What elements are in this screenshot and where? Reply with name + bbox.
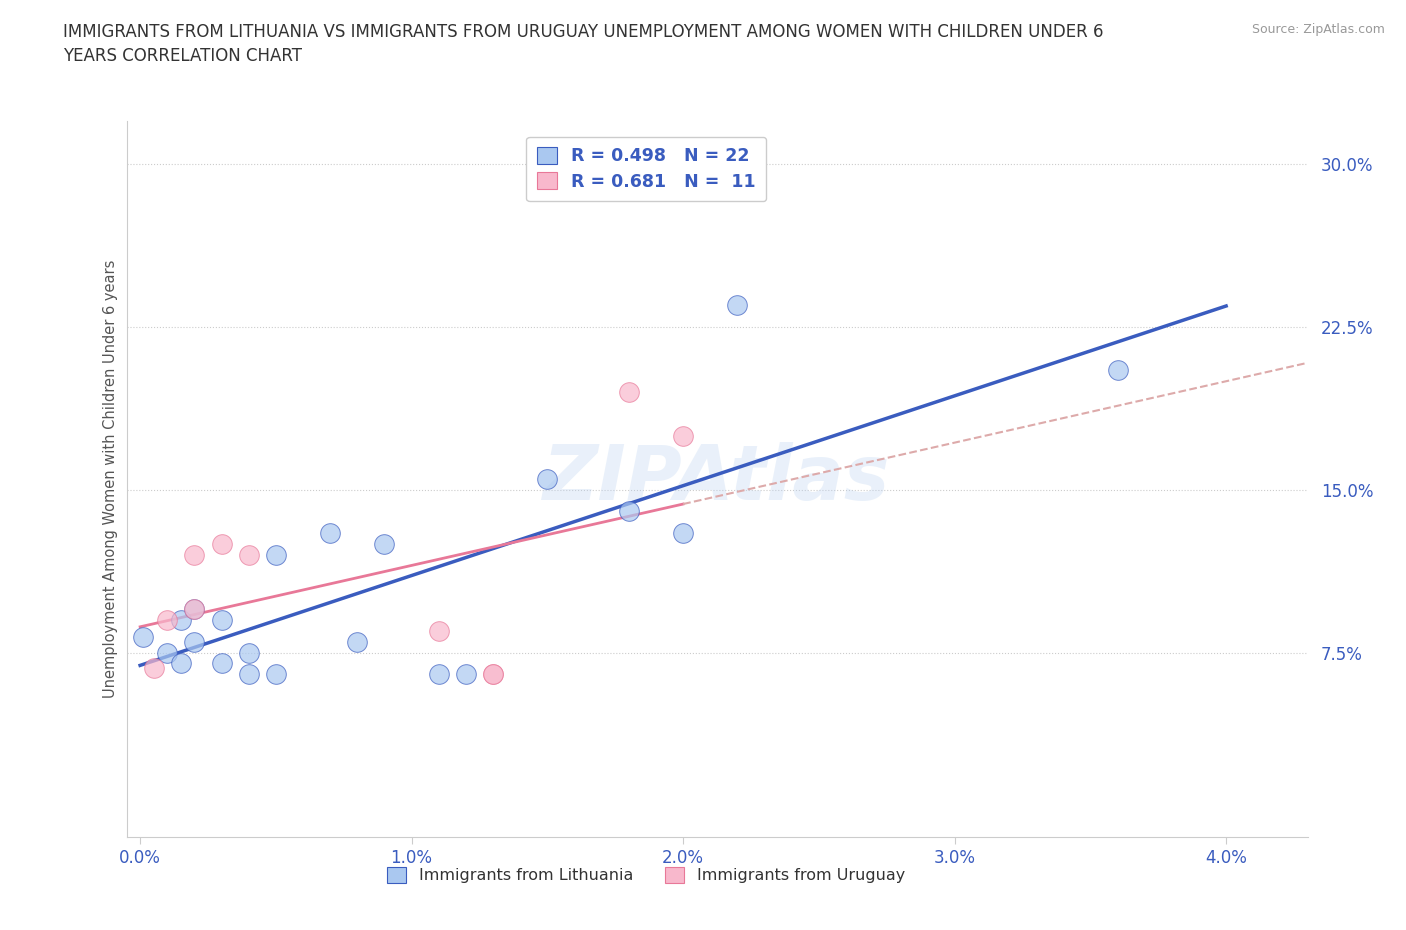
- Point: [672, 525, 695, 540]
- Point: [427, 623, 450, 638]
- Point: [346, 634, 368, 649]
- Point: [238, 667, 260, 682]
- Point: [156, 613, 179, 628]
- Point: [183, 634, 205, 649]
- Point: [238, 548, 260, 563]
- Point: [170, 656, 193, 671]
- Point: [170, 613, 193, 628]
- Point: [672, 428, 695, 443]
- Point: [319, 525, 342, 540]
- Point: [617, 504, 640, 519]
- Point: [454, 667, 477, 682]
- Point: [183, 548, 205, 563]
- Point: [482, 667, 505, 682]
- Point: [373, 537, 395, 551]
- Text: IMMIGRANTS FROM LITHUANIA VS IMMIGRANTS FROM URUGUAY UNEMPLOYMENT AMONG WOMEN WI: IMMIGRANTS FROM LITHUANIA VS IMMIGRANTS …: [63, 23, 1104, 65]
- Y-axis label: Unemployment Among Women with Children Under 6 years: Unemployment Among Women with Children U…: [103, 259, 118, 698]
- Legend: Immigrants from Lithuania, Immigrants from Uruguay: Immigrants from Lithuania, Immigrants fr…: [381, 861, 912, 890]
- Point: [211, 613, 233, 628]
- Point: [617, 385, 640, 400]
- Point: [482, 667, 505, 682]
- Point: [156, 645, 179, 660]
- Text: ZIPAtlas: ZIPAtlas: [543, 442, 891, 516]
- Point: [132, 630, 155, 644]
- Point: [238, 645, 260, 660]
- Point: [183, 602, 205, 617]
- Point: [211, 537, 233, 551]
- Point: [427, 667, 450, 682]
- Point: [211, 656, 233, 671]
- Point: [142, 660, 165, 675]
- Point: [536, 472, 558, 486]
- Point: [183, 602, 205, 617]
- Point: [264, 548, 287, 563]
- Point: [725, 298, 748, 312]
- Text: Source: ZipAtlas.com: Source: ZipAtlas.com: [1251, 23, 1385, 36]
- Point: [1107, 363, 1129, 378]
- Point: [264, 667, 287, 682]
